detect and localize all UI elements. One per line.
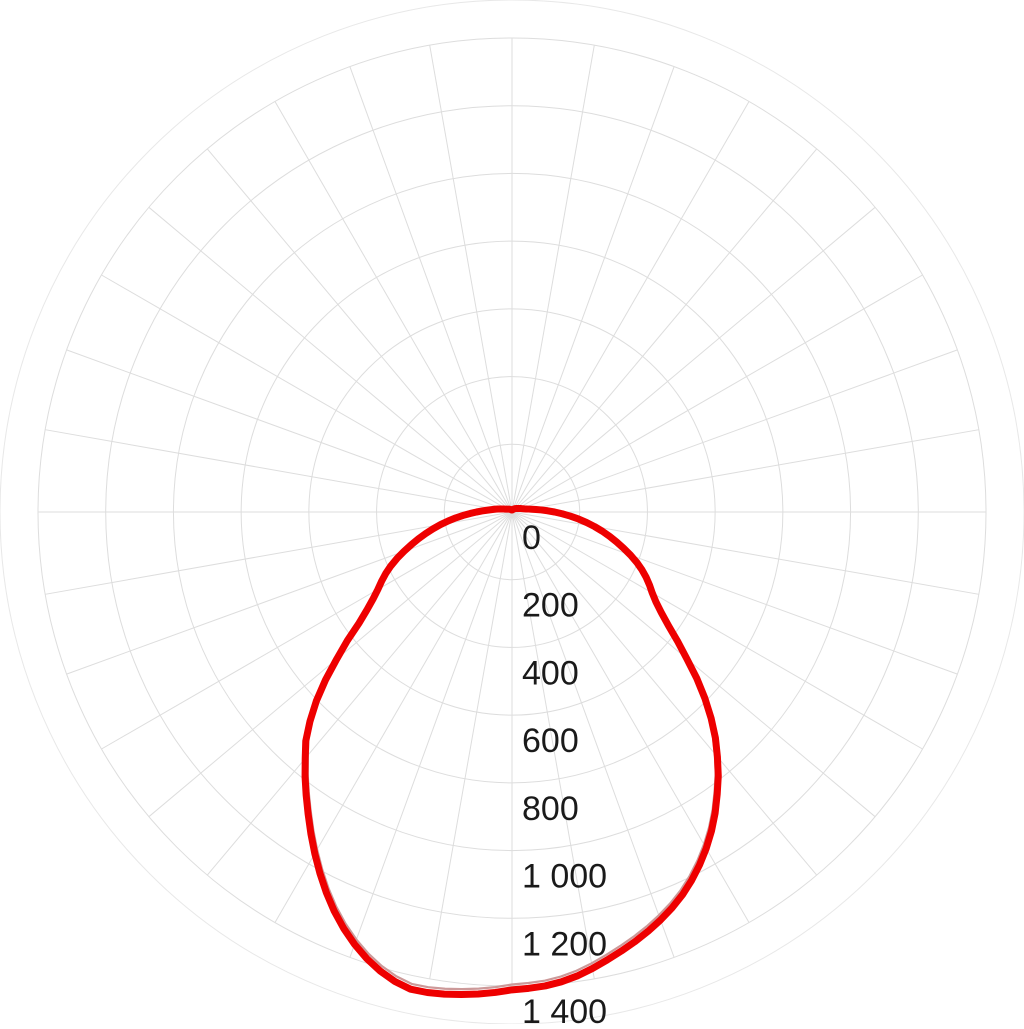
svg-text:200: 200 bbox=[522, 587, 579, 625]
svg-text:600: 600 bbox=[522, 722, 579, 760]
svg-text:1 000: 1 000 bbox=[522, 858, 607, 896]
svg-text:800: 800 bbox=[522, 790, 579, 828]
svg-text:0: 0 bbox=[522, 519, 541, 557]
svg-text:400: 400 bbox=[522, 654, 579, 692]
svg-text:1 200: 1 200 bbox=[522, 925, 607, 963]
svg-text:1 400: 1 400 bbox=[522, 993, 607, 1024]
